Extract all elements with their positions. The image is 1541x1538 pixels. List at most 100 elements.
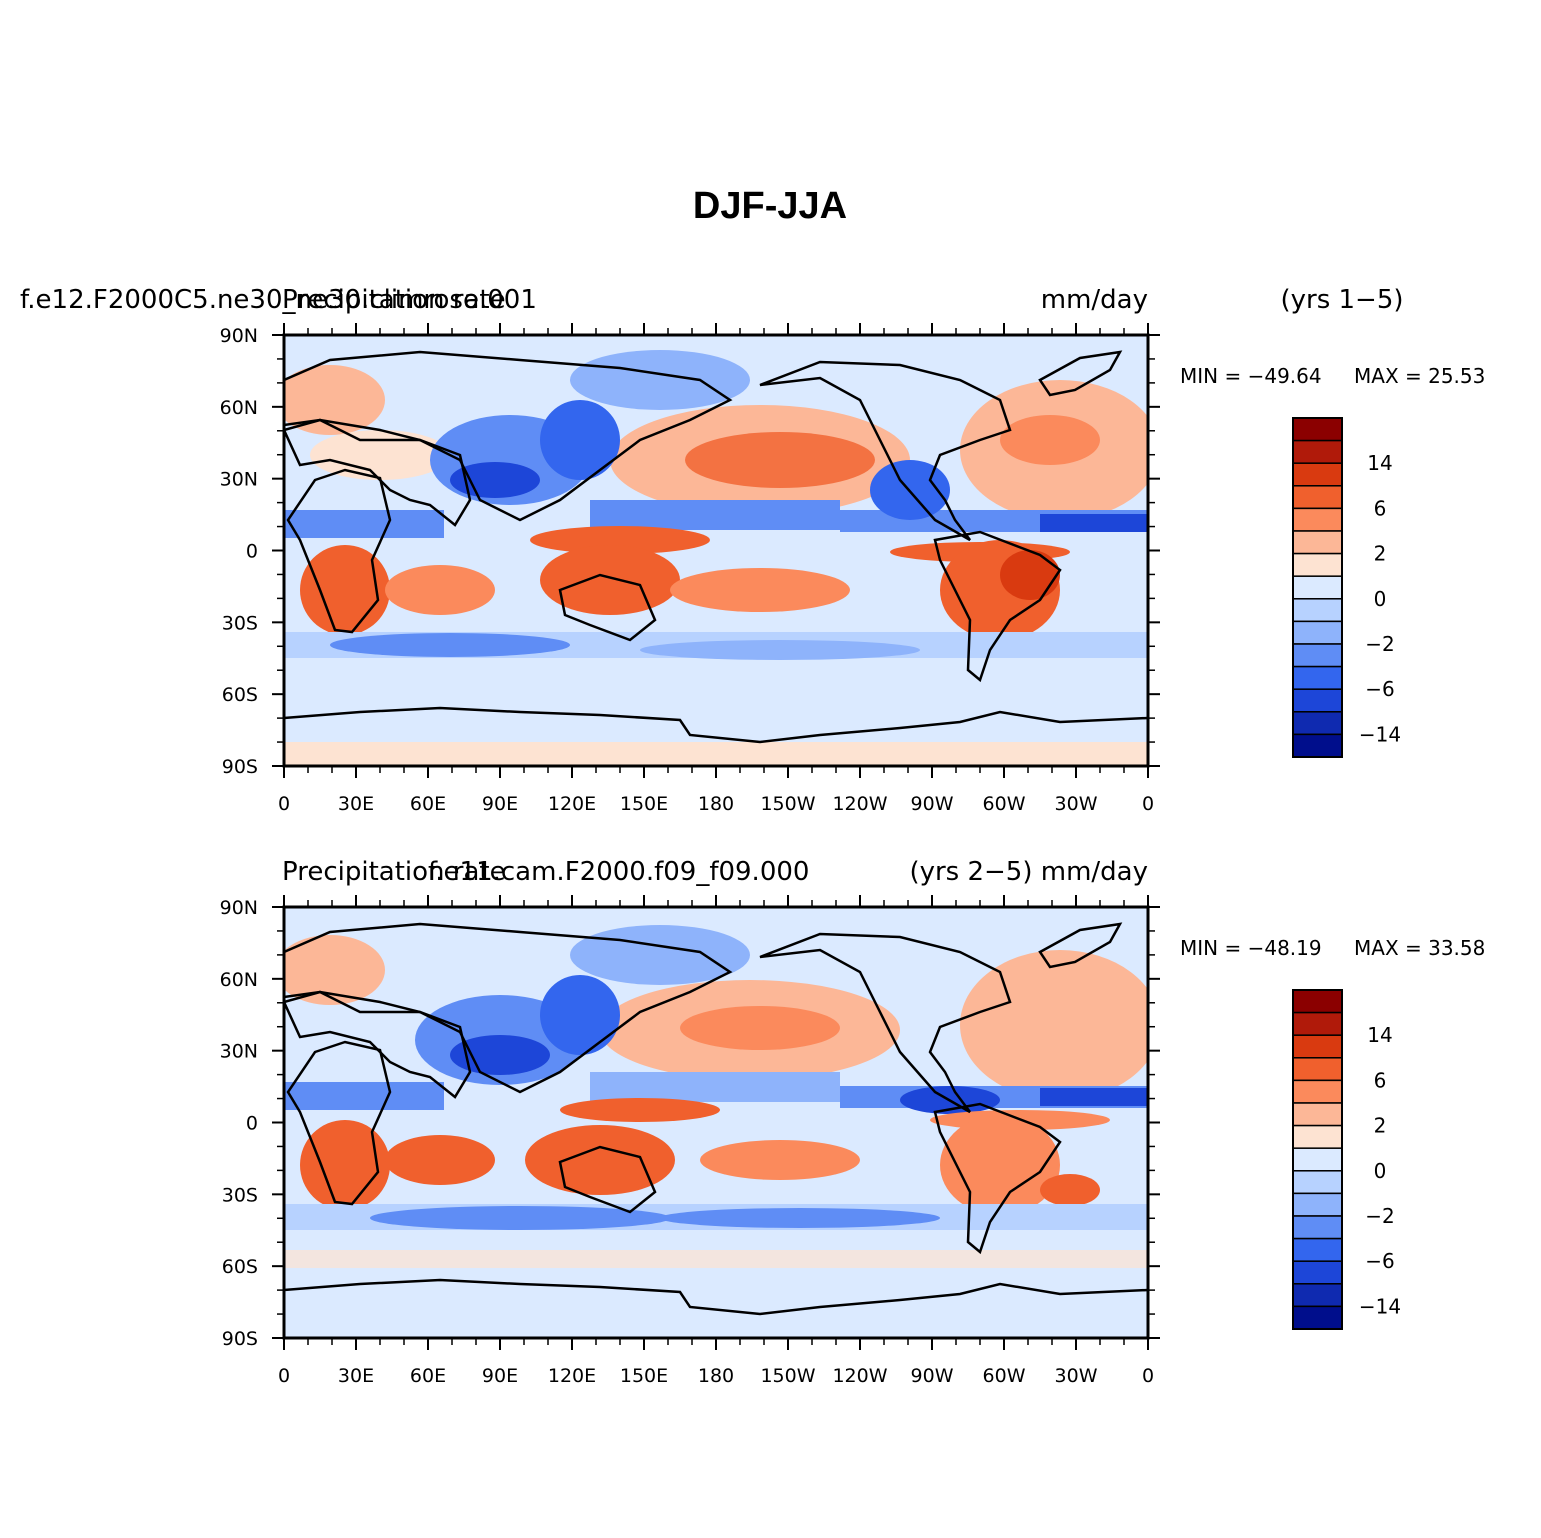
panel-2-lat-label: 60N [220,969,258,991]
panel-1-colorbar-label: 14 [1367,451,1392,475]
panel-2-lon-label: 0 [1142,1365,1154,1387]
panel-2-colorbar-label: 0 [1374,1159,1387,1183]
panel-2-colorbar-swatch [1292,1102,1343,1127]
panel-2-colorbar-swatch [1292,1147,1343,1172]
panel-2-lon-label: 150E [620,1365,668,1387]
panel-2-lat-label: 0 [246,1113,258,1135]
panel-2-lon-label: 0 [278,1365,290,1387]
panel-1-lat-label: 30N [220,469,258,491]
panel-2-colorbar-swatch [1292,1034,1343,1059]
panel-2-colorbar: 14 6 2 0 −2 −6 −14 [1292,989,1401,1330]
panel-2-lon-label: 90E [482,1365,518,1387]
panel-2-colorbar-swatch [1292,1283,1343,1308]
panel-2-colorbar-label: 6 [1374,1068,1387,1092]
panel-1-lon-label: 120W [832,793,887,815]
panel-1-variable-label: Precipitation rate [282,285,506,315]
panel-2-colorbar-swatch [1292,1170,1343,1195]
panel-2: Precipitation rate f.e11.cam.F2000.f09_f… [220,857,1486,1387]
panel-1-colorbar: 14 6 2 0 −2 −6 −14 [1292,417,1401,758]
panel-2-axes: 90N 60N 30N 0 30S 60S 90S 0 30E 60E 90E 120E 150E 180… [220,895,1160,1387]
panel-2-lat-label: 60S [222,1256,258,1278]
panel-1-colorbar-swatch [1292,733,1343,758]
panel-1-colorbar-swatch [1292,598,1343,623]
panel-1-case-label: f.e12.F2000C5.ne30_ne30.climrose.001 [20,285,537,315]
panel-1: f.e12.F2000C5.ne30_ne30.climrose.001 Pre… [20,285,1485,815]
panel-1-colorbar-swatch [1292,507,1343,532]
panel-1-lat-label: 60S [222,684,258,706]
panel-1-colorbar-label: −2 [1365,632,1394,656]
panel-1-colorbar-swatch [1292,665,1343,690]
panel-1-axes: 90N 60N 30N 0 30S 60S 90S 0 30E 60E 90E 120E 150E 180… [220,323,1160,815]
panel-2-colorbar-swatch [1292,1305,1343,1330]
panel-1-colorbar-swatch [1292,711,1343,736]
panel-2-lon-label: 120W [832,1365,887,1387]
panel-2-lat-label: 30N [220,1041,258,1063]
panel-1-units-label: mm/day [1041,285,1148,315]
panel-1-colorbar-label: 0 [1374,587,1387,611]
panel-2-lon-label: 120E [548,1365,596,1387]
panel-1-colorbar-label: −6 [1365,677,1394,701]
panel-1-lon-label: 60E [410,793,446,815]
panel-1-colorbar-swatch [1292,439,1343,464]
panel-1-colorbar-swatch [1292,643,1343,668]
panel-1-colorbar-swatch [1292,552,1343,577]
panel-1-lon-label: 180 [698,793,734,815]
panel-1-lat-label: 90S [222,756,258,778]
panel-1-lon-label: 150E [620,793,668,815]
panel-2-units-label: (yrs 2−5) mm/day [909,857,1148,887]
panel-2-lon-label: 30E [338,1365,374,1387]
panel-2-lat-label: 30S [222,1184,258,1206]
panel-1-colorbar-label: −14 [1359,722,1401,746]
panel-2-max-label: MAX = 33.58 [1354,936,1485,960]
panel-2-lon-label: 90W [911,1365,954,1387]
panel-1-lon-label: 0 [278,793,290,815]
panel-1-years-label: (yrs 1−5) [1280,285,1403,315]
panel-2-colorbar-label: 2 [1374,1114,1387,1138]
panel-1-lon-label: 30E [338,793,374,815]
panel-1-colorbar-label: 6 [1374,496,1387,520]
panel-2-colorbar-swatch [1292,1192,1343,1217]
panel-1-lat-label: 60N [220,397,258,419]
panel-1-colorbar-swatch [1292,530,1343,555]
panel-2-colorbar-label: −6 [1365,1249,1394,1273]
panel-2-colorbar-label: 14 [1367,1023,1392,1047]
panel-2-colorbar-label: −14 [1359,1294,1401,1318]
panel-1-colorbar-swatch [1292,462,1343,487]
panel-2-case-label: f.e11.cam.F2000.f09_f09.000 [428,857,809,887]
panel-2-colorbar-swatch [1292,1079,1343,1104]
panel-2-colorbar-frame [1292,989,1343,1330]
panel-1-lon-label: 90E [482,793,518,815]
panel-1-lon-label: 30W [1055,793,1098,815]
panel-2-colorbar-swatch [1292,1215,1343,1240]
panel-1-lon-label: 0 [1142,793,1154,815]
panel-1-colorbar-label: 2 [1374,542,1387,566]
panel-2-colorbar-swatch [1292,1237,1343,1262]
panel-2-lat-label: 90N [220,897,258,919]
panel-2-map [284,907,1148,1338]
panel-1-colorbar-frame [1292,417,1343,758]
panel-1-colorbar-swatch [1292,575,1343,600]
figure-title: DJF-JJA [693,185,847,227]
panel-2-colorbar-swatch [1292,1011,1343,1036]
panel-2-colorbar-swatch [1292,1057,1343,1082]
panel-1-lon-label: 90W [911,793,954,815]
panel-1-lon-label: 120E [548,793,596,815]
panel-1-lat-label: 30S [222,612,258,634]
panel-2-variable-label: Precipitation rate [282,857,506,887]
panel-1-map [284,335,1148,766]
panel-2-lon-label: 60E [410,1365,446,1387]
panel-2-colorbar-swatch [1292,1260,1343,1285]
panel-2-lon-label: 60W [983,1365,1026,1387]
panel-2-lon-label: 180 [698,1365,734,1387]
panel-2-colorbar-swatch [1292,1124,1343,1149]
panel-1-colorbar-swatch [1292,485,1343,510]
panel-1-min-label: MIN = −49.64 [1180,364,1322,388]
panel-2-colorbar-label: −2 [1365,1204,1394,1228]
panel-1-colorbar-swatch [1292,688,1343,713]
panel-2-lon-label: 150W [760,1365,815,1387]
panel-1-max-label: MAX = 25.53 [1354,364,1485,388]
panel-1-colorbar-swatch [1292,417,1343,442]
panel-1-lon-label: 150W [760,793,815,815]
panel-1-lat-label: 90N [220,325,258,347]
